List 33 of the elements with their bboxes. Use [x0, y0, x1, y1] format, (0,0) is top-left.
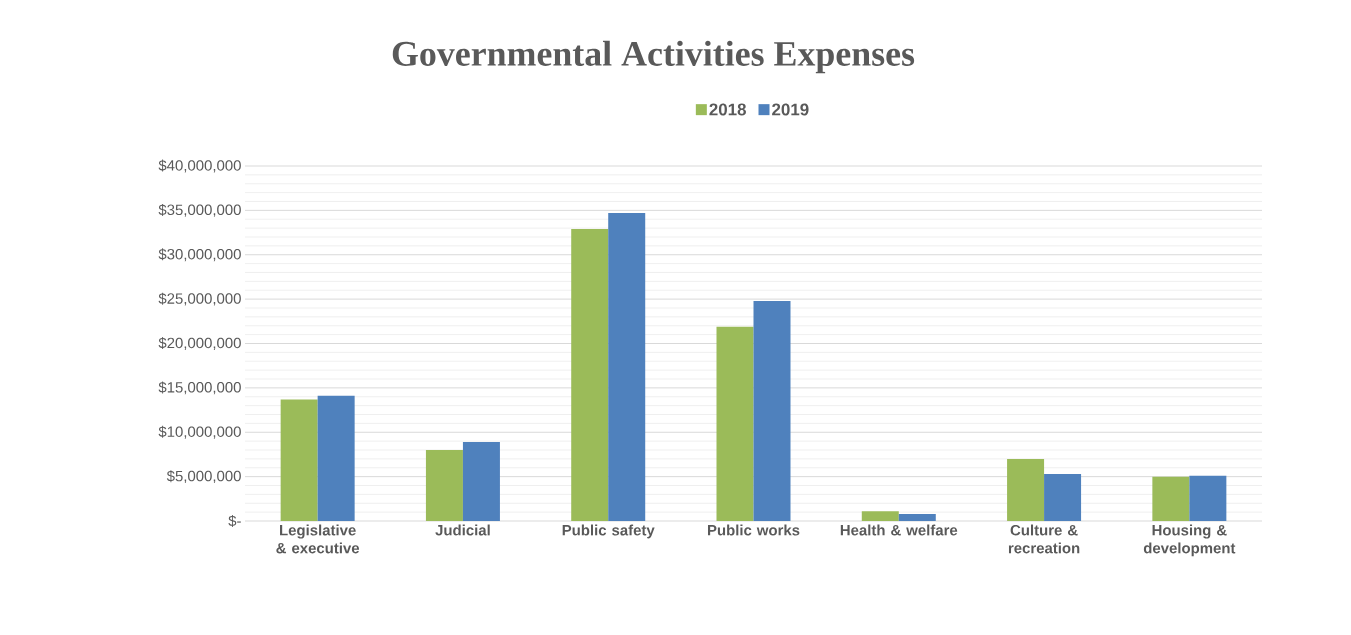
x-tick-label: Housing & development [1143, 524, 1236, 557]
x-tick-label: Judicial [435, 524, 490, 536]
bar [1044, 473, 1082, 521]
x-tick-label: Public works [707, 524, 800, 536]
bar [898, 513, 936, 521]
y-tick-label: $35,000,000 [158, 203, 241, 217]
x-tick-label: Culture & recreation [1008, 524, 1080, 554]
bar [861, 511, 899, 521]
x-tick-label: Legislative & executive [276, 524, 360, 554]
legend-label: 2019 [772, 103, 809, 116]
bar [571, 229, 609, 521]
y-tick-label: $25,000,000 [158, 292, 241, 306]
bar [280, 399, 318, 521]
bar [1007, 458, 1045, 521]
y-tick-label: $15,000,000 [158, 381, 241, 395]
legend-label: 2018 [709, 103, 746, 116]
bar [1152, 476, 1190, 521]
bar [753, 300, 791, 521]
bar [317, 395, 355, 521]
x-tick-label: Public safety [562, 524, 655, 539]
y-tick-label: $40,000,000 [158, 159, 241, 173]
bar [425, 450, 463, 521]
y-tick-label: $- [228, 514, 241, 528]
bar [716, 326, 754, 521]
y-tick-label: $30,000,000 [158, 248, 241, 262]
y-tick-label: $5,000,000 [166, 470, 241, 484]
bar [1189, 475, 1227, 521]
y-tick-label: $10,000,000 [158, 425, 241, 439]
bar [608, 213, 646, 521]
chart-title: Governmental Activities Expenses [392, 40, 915, 74]
bar [462, 442, 500, 521]
y-tick-label: $20,000,000 [158, 337, 241, 350]
x-tick-label: Health & welfare [840, 524, 958, 536]
